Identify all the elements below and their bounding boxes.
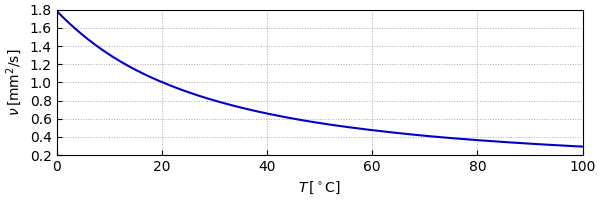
X-axis label: $T\,[^\circ\mathrm{C}]$: $T\,[^\circ\mathrm{C}]$ bbox=[298, 180, 341, 196]
Y-axis label: $\nu\,[\mathrm{mm}^2/\mathrm{s}]$: $\nu\,[\mathrm{mm}^2/\mathrm{s}]$ bbox=[4, 49, 24, 116]
